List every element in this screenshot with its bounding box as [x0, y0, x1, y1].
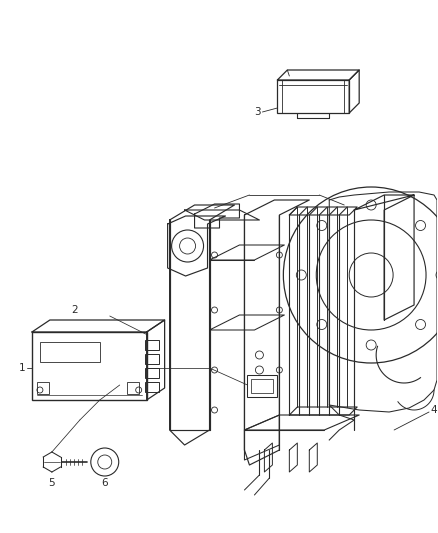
Text: 2: 2: [71, 305, 78, 315]
Bar: [32, 332, 147, 400]
Bar: [251, 379, 273, 393]
Bar: [37, 382, 49, 394]
Bar: [145, 368, 159, 378]
Bar: [40, 342, 100, 362]
Text: 3: 3: [254, 107, 261, 117]
Text: 4: 4: [431, 405, 437, 415]
Bar: [145, 354, 159, 364]
Text: 1: 1: [19, 363, 25, 373]
Bar: [145, 382, 159, 392]
Bar: [277, 80, 349, 113]
Bar: [127, 382, 139, 394]
Text: 6: 6: [102, 478, 108, 488]
Text: 5: 5: [49, 478, 55, 488]
Bar: [145, 340, 159, 350]
Bar: [247, 375, 277, 397]
